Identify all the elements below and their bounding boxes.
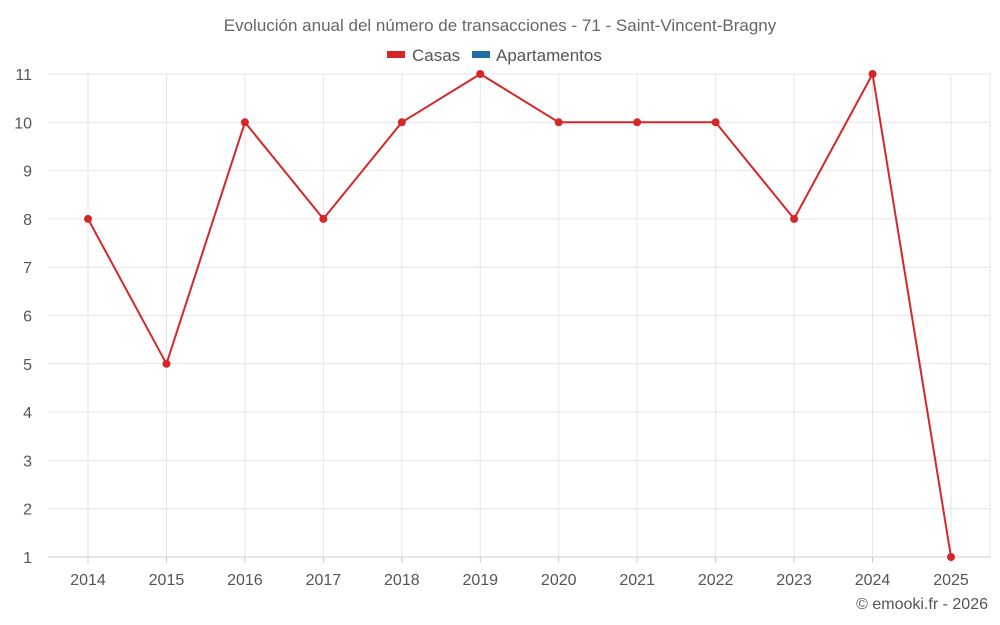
x-tick-label: 2017 [306,572,342,589]
data-point-2021[interactable] [633,118,642,127]
data-point-2024[interactable] [868,70,877,78]
x-axis: 2014 2015 2016 2017 2018 2019 2020 2021 2022 2023… [48,556,990,589]
y-tick-label: 11 [15,67,32,84]
data-point-2022[interactable] [711,118,720,127]
data-point-2023[interactable] [790,214,799,223]
y-tick-label: 3 [23,453,32,470]
y-tick-label: 1 [23,550,32,567]
x-tick-label: 2020 [541,572,577,589]
legend-label-casas[interactable]: Casas [412,46,460,65]
x-tick-label: 2023 [776,572,812,589]
credit-text: © emooki.fr - 2026 [856,596,988,613]
x-tick-label: 2025 [933,572,969,589]
y-tick-label: 2 [23,502,32,519]
x-tick-label: 2022 [698,572,734,589]
chart-title: Evolución anual del número de transaccio… [224,16,777,35]
data-point-2014[interactable] [84,214,92,223]
x-tick-label: 2014 [70,572,106,589]
legend: Casas Apartamentos [387,46,602,65]
series-line-casas [87,73,952,558]
y-tick-label: 10 [14,115,32,132]
y-tick-label: 7 [23,260,32,277]
x-tick-label: 2021 [619,572,655,589]
y-tick-label: 8 [23,212,32,229]
data-point-2018[interactable] [397,118,406,127]
y-tick-label: 4 [23,405,32,422]
x-tick-label: 2018 [384,572,420,589]
x-tick-label: 2019 [462,572,498,589]
data-point-2020[interactable] [554,118,563,127]
data-point-2016[interactable] [240,118,249,127]
legend-swatch-casas [387,51,405,58]
legend-label-apartamentos[interactable]: Apartamentos [496,46,602,65]
y-tick-label: 9 [23,164,32,181]
x-tick-label: 2024 [855,572,891,589]
data-point-2025[interactable] [947,553,955,561]
x-tick-label: 2015 [149,572,185,589]
y-axis: 1 2 3 4 5 6 7 8 9 10 11 [14,67,32,567]
x-tick-label: 2016 [227,572,263,589]
series-casas [84,70,955,561]
data-point-2015[interactable] [162,359,171,368]
y-tick-label: 6 [23,309,32,326]
data-point-2019[interactable] [476,70,485,78]
data-point-2017[interactable] [319,214,328,223]
grid [48,73,991,557]
y-tick-label: 5 [23,357,32,374]
legend-swatch-apartamentos [472,51,490,58]
